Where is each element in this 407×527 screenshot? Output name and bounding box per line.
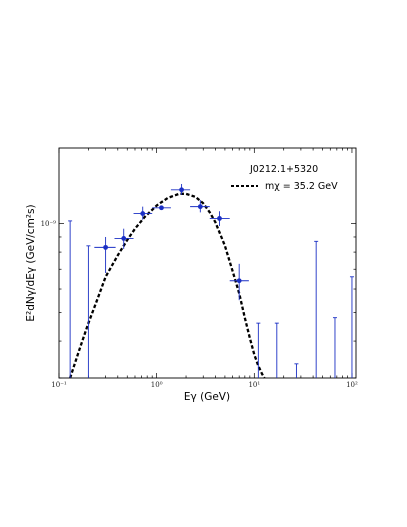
x-axis-label: Eγ (GeV) (184, 391, 230, 403)
x-tick-label: 10⁰ (151, 381, 163, 389)
y-tick-label: 10⁻⁹ (41, 220, 57, 228)
data-point (159, 205, 164, 211)
x-tick-label: 10⁻¹ (51, 381, 67, 389)
tick-labels: 10⁻¹ 10⁰ 10¹ 10² 10⁻⁹ (41, 220, 358, 389)
model-curve-layer (69, 192, 266, 379)
x-tick-label: 10¹ (248, 381, 260, 389)
data-point (179, 187, 184, 193)
y-axis-label: E²dNγ/dEγ (GeV/cm²s) (25, 204, 37, 321)
data-point (140, 211, 146, 216)
data-point (236, 278, 242, 284)
data-points-layer (68, 183, 354, 378)
x-tick-label: 10² (346, 381, 358, 389)
legend-entry-label: mχ = 35.2 GeV (265, 181, 338, 192)
model-curve (69, 192, 266, 379)
plot-frame (58, 147, 357, 379)
minor-ticks (59, 148, 356, 379)
legend-title: J0212.1+5320 (249, 164, 318, 175)
data-point (103, 244, 108, 250)
data-point (121, 236, 127, 241)
legend: J0212.1+5320 mχ = 35.2 GeV (231, 164, 338, 192)
data-point (197, 204, 203, 210)
data-point (217, 216, 222, 221)
